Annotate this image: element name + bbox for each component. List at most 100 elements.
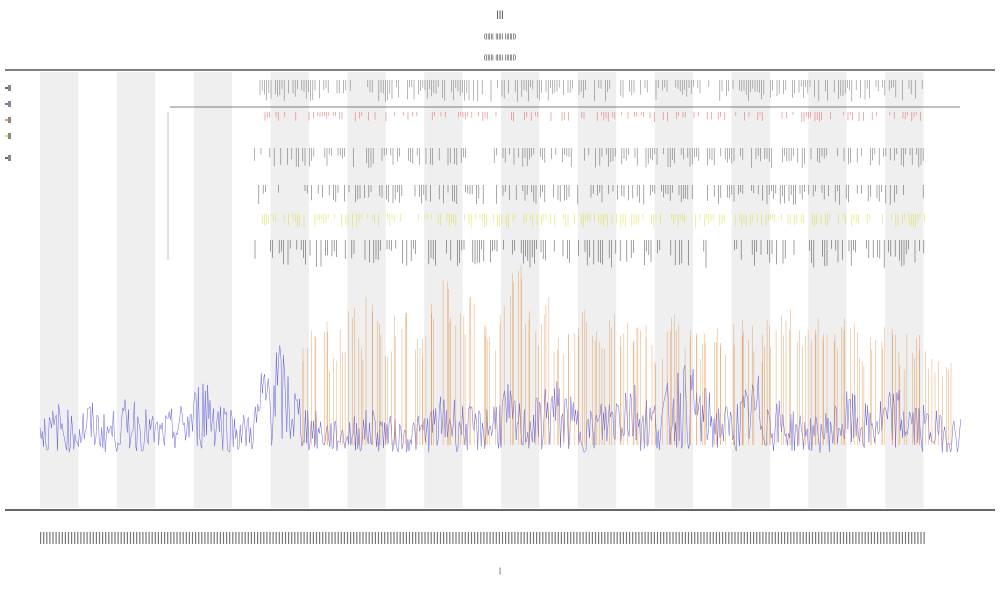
x-tick-label	[601, 532, 603, 544]
legend-key-1	[8, 101, 11, 107]
x-tick-label	[334, 532, 336, 544]
x-tick-label	[415, 532, 417, 544]
x-tick-label	[616, 532, 618, 544]
x-tick-label	[545, 532, 547, 544]
legend-key-2	[8, 117, 11, 123]
x-tick-label	[439, 532, 442, 544]
x-tick-label	[139, 532, 141, 544]
x-tick-label	[498, 532, 500, 544]
x-tick-label	[365, 532, 367, 544]
x-tick-label	[436, 532, 438, 544]
x-tick-label	[548, 532, 550, 544]
x-tick-label	[89, 532, 91, 544]
x-tick-label	[297, 532, 299, 544]
x-tick-label	[557, 532, 559, 544]
x-tick-label	[532, 532, 535, 544]
x-tick-label	[517, 532, 519, 544]
x-tick-label	[40, 532, 42, 544]
x-tick-label	[483, 532, 485, 544]
x-tick-label	[164, 532, 166, 544]
x-tick-label	[222, 532, 225, 544]
x-tick-label	[430, 532, 432, 544]
x-tick-label	[846, 532, 848, 544]
band-0	[40, 72, 79, 508]
x-tick-label	[204, 532, 206, 544]
x-tick-label	[529, 532, 531, 544]
x-tick-label	[272, 532, 274, 544]
x-tick-label	[260, 532, 262, 544]
x-tick-label	[176, 532, 178, 544]
x-tick-label	[226, 532, 228, 544]
x-tick-label	[904, 532, 907, 544]
x-tick-label	[120, 532, 122, 544]
x-tick-label	[780, 532, 783, 544]
x-tick-label	[374, 532, 376, 544]
x-tick-label	[802, 532, 804, 544]
x-tick-label	[703, 532, 705, 544]
x-tick-label	[377, 532, 380, 544]
x-tick-label	[777, 532, 779, 544]
x-tick-label	[842, 532, 845, 544]
x-tick-label	[232, 532, 234, 544]
x-tick-label	[346, 532, 349, 544]
x-tick-label	[95, 532, 97, 544]
band-8	[654, 72, 694, 508]
x-tick-label	[74, 532, 76, 544]
x-tick-label	[585, 532, 587, 544]
x-tick-label	[886, 532, 888, 544]
x-tick-label	[179, 532, 181, 544]
x-tick-label	[604, 532, 606, 544]
x-tick-label	[511, 532, 513, 544]
x-tick-label	[185, 532, 187, 544]
band-7	[577, 72, 617, 508]
x-tick-label	[594, 532, 597, 544]
x-tick-label	[250, 532, 252, 544]
x-tick-label	[805, 532, 807, 544]
x-tick-label	[867, 532, 869, 544]
x-tick-label	[709, 532, 711, 544]
x-tick-label	[421, 532, 423, 544]
x-tick-label	[877, 532, 879, 544]
x-tick-label	[492, 532, 494, 544]
x-tick-label	[811, 532, 814, 544]
x-tick-label	[486, 532, 488, 544]
x-tick-label	[477, 532, 479, 544]
x-tick-label	[61, 532, 63, 544]
x-tick-label	[746, 532, 748, 544]
chart-title: |||	[496, 9, 503, 19]
x-tick-label	[598, 532, 600, 544]
x-tick-label	[505, 532, 507, 544]
x-tick-label	[880, 532, 882, 544]
x-tick-label	[734, 532, 736, 544]
x-tick-label	[269, 532, 271, 544]
x-tick-label	[588, 532, 590, 544]
x-tick-label	[55, 532, 57, 544]
x-tick-label	[706, 532, 708, 544]
x-tick-label	[452, 532, 454, 544]
x-tick-label	[133, 532, 135, 544]
background-bands	[40, 72, 924, 508]
x-tick-label	[123, 532, 125, 544]
x-tick-label	[433, 532, 435, 544]
x-tick-label	[883, 532, 885, 544]
x-tick-label	[343, 532, 345, 544]
x-tick-label	[833, 532, 835, 544]
x-axis-label: |	[499, 568, 501, 575]
x-tick-label	[653, 532, 655, 544]
x-tick-label	[337, 532, 339, 544]
x-tick-label	[700, 532, 702, 544]
x-tick-label	[908, 532, 910, 544]
x-tick-label	[718, 532, 721, 544]
x-tick-labels	[40, 532, 925, 544]
x-tick-label	[210, 532, 212, 544]
x-tick-label	[536, 532, 538, 544]
x-tick-label	[560, 532, 562, 544]
x-tick-label	[167, 532, 169, 544]
x-tick-label	[294, 532, 296, 544]
x-tick-label	[154, 532, 156, 544]
legend-key-3	[8, 133, 11, 139]
x-tick-label	[573, 532, 575, 544]
x-tick-label	[514, 532, 516, 544]
x-tick-label	[136, 532, 138, 544]
x-tick-label	[390, 532, 392, 544]
